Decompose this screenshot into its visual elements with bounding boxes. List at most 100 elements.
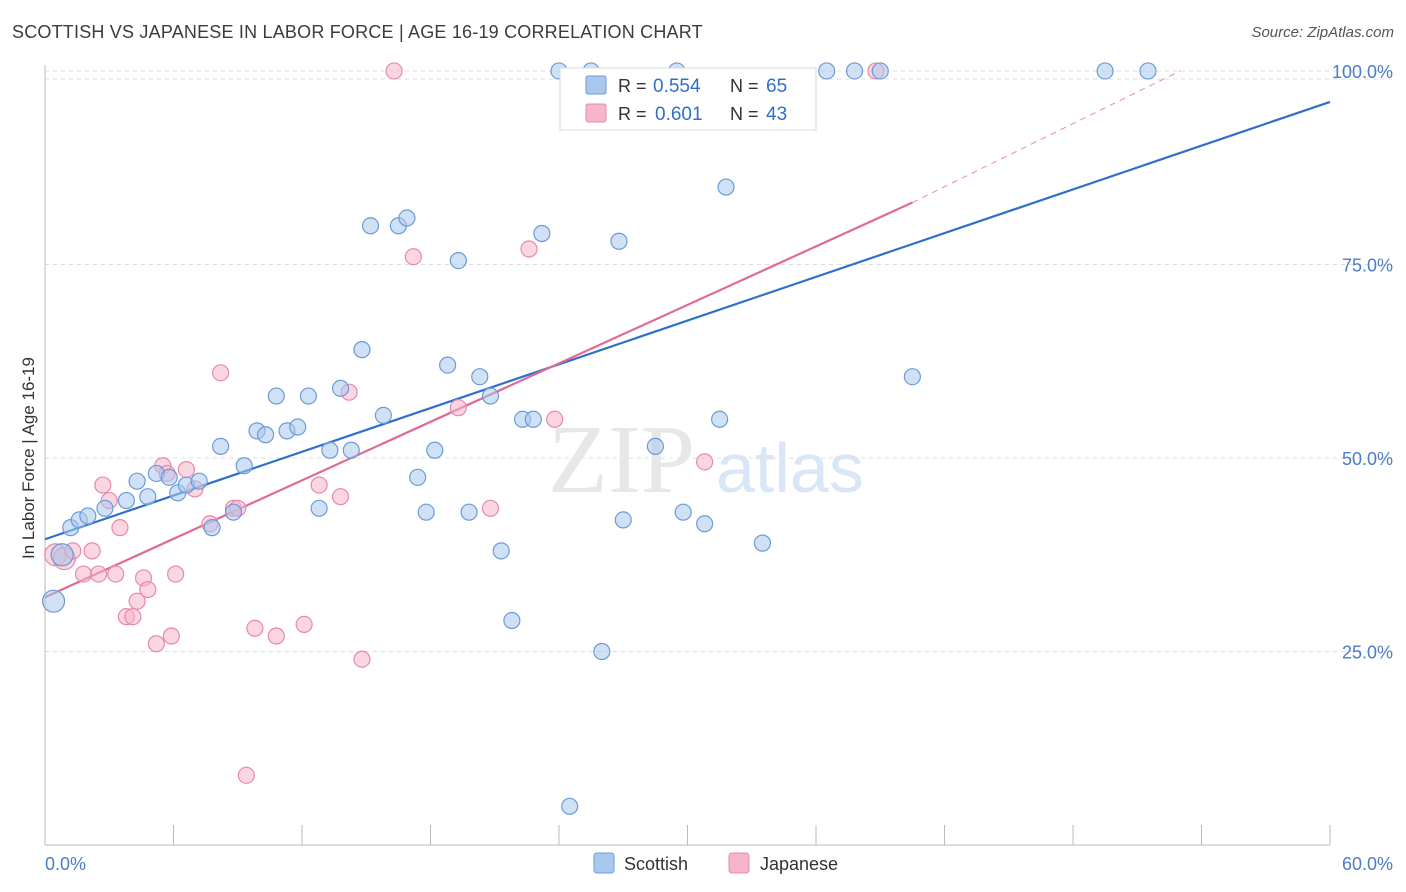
point-scottish: [299, 387, 318, 405]
point-japanese: [177, 460, 195, 479]
point-scottish: [711, 410, 729, 428]
legend-n-value-scottish: 65: [766, 76, 787, 97]
point-japanese: [546, 410, 564, 428]
point-japanese: [94, 476, 112, 494]
point-scottish: [342, 441, 360, 459]
point-japanese: [310, 476, 328, 494]
point-scottish: [426, 441, 444, 459]
point-scottish: [235, 457, 253, 475]
point-japanese: [167, 565, 185, 583]
point-japanese: [237, 766, 255, 784]
point-scottish: [310, 499, 328, 517]
point-japanese: [696, 453, 714, 471]
point-scottish: [439, 356, 457, 374]
point-scottish: [460, 503, 478, 521]
point-scottish: [533, 224, 551, 243]
legend-r-label-japanese: R =: [618, 104, 647, 124]
trend-lines: [44, 70, 1331, 599]
point-japanese: [128, 592, 146, 610]
x-tick-label-max: 60.0%: [1342, 854, 1393, 874]
legend-r-label-scottish: R =: [618, 76, 647, 96]
point-scottish: [903, 368, 921, 386]
point-scottish: [614, 511, 632, 529]
point-scottish: [409, 468, 427, 486]
point-scottish: [471, 368, 489, 386]
point-scottish: [139, 488, 157, 506]
point-scottish: [1139, 62, 1157, 80]
point-japanese: [246, 619, 264, 637]
point-scottish: [818, 62, 836, 80]
legend-n-value-japanese: 43: [766, 104, 787, 125]
point-scottish: [417, 503, 435, 521]
point-japanese: [295, 615, 313, 633]
point-scottish: [1096, 62, 1114, 80]
point-scottish: [561, 797, 579, 815]
point-japanese: [107, 565, 125, 583]
point-scottish: [492, 542, 510, 560]
bottom-legend-swatch-scottish: [593, 852, 615, 874]
trend-line-scottish: [44, 100, 1331, 541]
legend-swatch-japanese: [585, 103, 607, 123]
series-legend: Scottish Japanese: [593, 852, 838, 874]
point-japanese: [331, 488, 350, 506]
point-japanese: [147, 635, 165, 653]
point-scottish: [256, 426, 275, 444]
point-scottish: [503, 611, 521, 630]
point-japanese: [111, 519, 129, 537]
point-japanese: [404, 248, 422, 266]
point-scottish: [128, 472, 146, 490]
y-tick-label: 50.0%: [1342, 449, 1393, 469]
y-tick-label: 100.0%: [1332, 62, 1393, 82]
point-scottish: [610, 232, 628, 250]
bottom-legend-scottish: Scottish: [624, 854, 688, 874]
point-scottish: [361, 217, 380, 235]
point-japanese: [385, 62, 403, 80]
y-axis-title: In Labor Force | Age 16-19: [19, 357, 38, 559]
legend-n-label-japanese: N =: [730, 104, 759, 124]
point-scottish: [646, 437, 664, 455]
point-japanese: [267, 627, 285, 645]
point-scottish: [353, 341, 371, 359]
point-scottish: [117, 491, 135, 510]
point-scottish: [289, 418, 307, 436]
point-japanese: [520, 240, 538, 258]
point-japanese: [89, 565, 108, 583]
point-japanese: [353, 650, 371, 668]
chart-title: SCOTTISH VS JAPANESE IN LABOR FORCE | AG…: [12, 22, 703, 42]
point-scottish: [79, 507, 97, 525]
point-scottish: [96, 499, 114, 517]
source-credit: Source: ZipAtlas.com: [1251, 24, 1394, 41]
point-scottish: [398, 209, 416, 227]
y-tick-label: 75.0%: [1342, 255, 1393, 275]
data-points: [41, 62, 1157, 815]
point-scottish: [674, 503, 692, 521]
point-scottish: [696, 515, 714, 533]
point-japanese: [481, 499, 500, 517]
point-japanese: [74, 565, 93, 583]
point-scottish: [50, 543, 74, 567]
point-scottish: [190, 472, 208, 490]
x-tick-label-min: 0.0%: [45, 854, 86, 874]
trend-line-japanese-extension: [912, 70, 1181, 203]
point-scottish: [593, 642, 611, 661]
point-scottish: [41, 589, 66, 613]
point-scottish: [845, 62, 864, 80]
point-japanese: [449, 399, 467, 417]
point-scottish: [449, 252, 467, 270]
correlation-legend: R = 0.554 N = 65 R = 0.601 N = 43: [559, 67, 817, 131]
legend-r-value-scottish: 0.554: [653, 76, 701, 97]
point-scottish: [374, 406, 392, 425]
axes: [44, 65, 1331, 846]
watermark: ZIP atlas: [548, 406, 864, 514]
point-scottish: [203, 519, 221, 537]
point-japanese: [162, 627, 180, 645]
trend-line-japanese: [44, 201, 913, 599]
y-tick-label: 25.0%: [1342, 642, 1393, 662]
watermark-zip: ZIP: [548, 406, 695, 514]
point-scottish: [717, 178, 735, 196]
point-japanese: [212, 364, 230, 382]
grid: [45, 70, 1390, 652]
legend-swatch-scottish: [585, 75, 607, 95]
point-scottish: [321, 441, 339, 459]
